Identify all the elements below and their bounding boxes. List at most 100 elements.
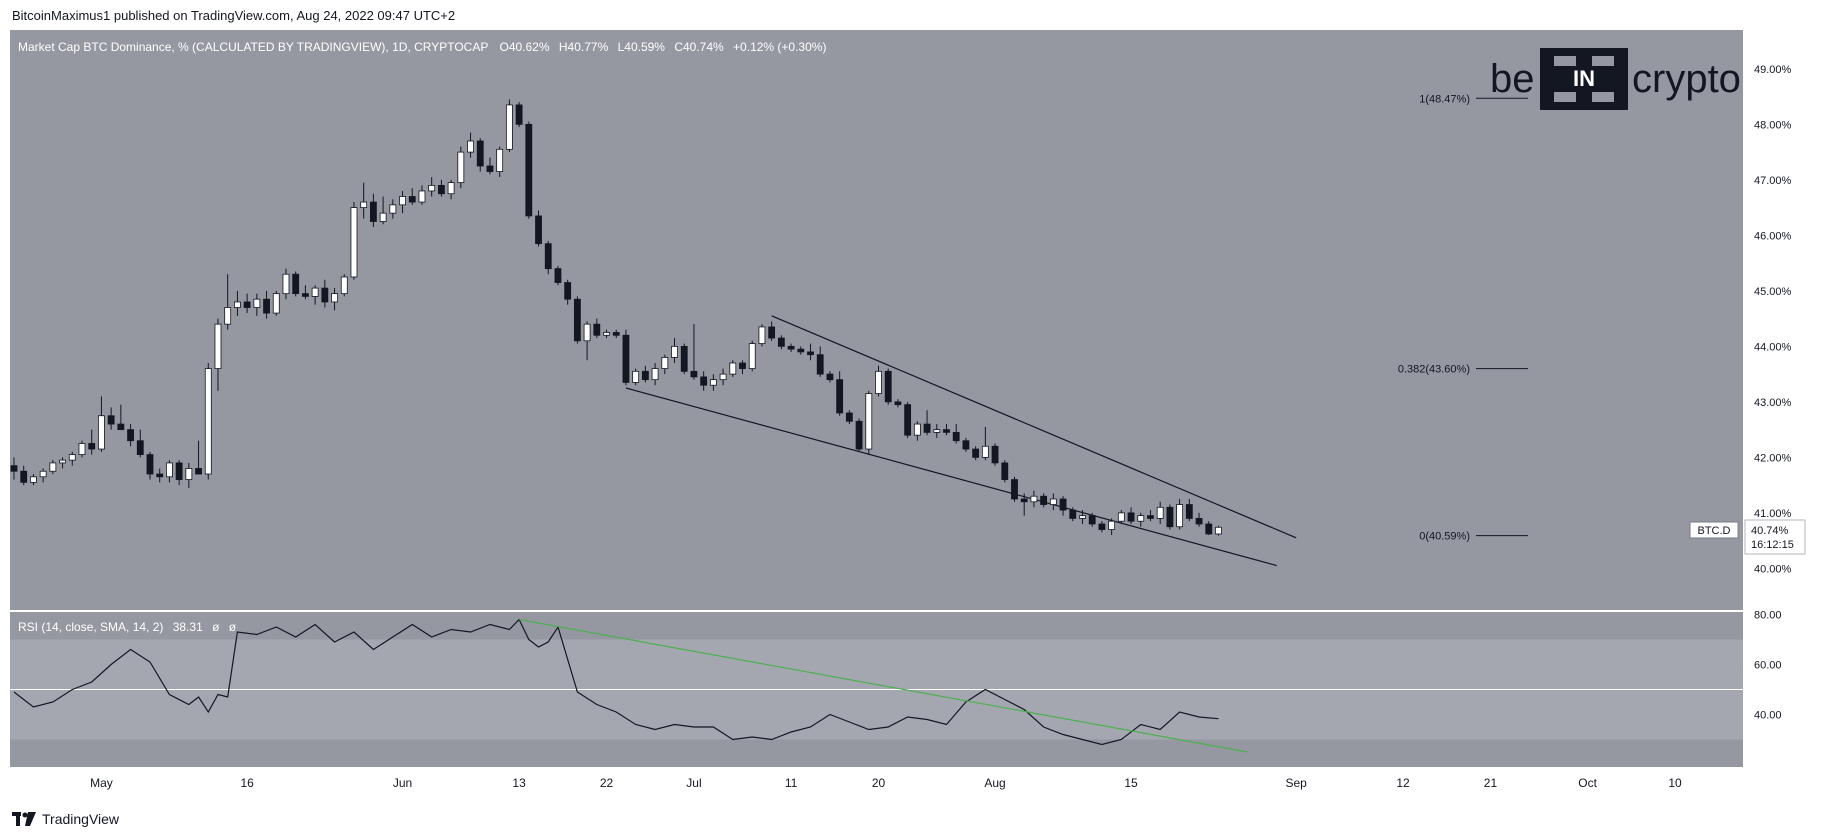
- price-axis-tick-label: 49.00%: [1754, 64, 1792, 76]
- price-tag-countdown: 16:12:15: [1751, 539, 1794, 551]
- candle: [136, 429, 144, 458]
- candles-group: [10, 99, 1222, 536]
- candle-body: [952, 431, 960, 442]
- candle: [651, 363, 659, 386]
- legend-h-label: H: [559, 40, 568, 54]
- price-axis-tick-label: 45.00%: [1754, 286, 1792, 298]
- time-axis-tick-label: Jul: [686, 776, 701, 790]
- candle: [748, 340, 756, 372]
- candle: [340, 274, 348, 297]
- time-axis[interactable]: [0, 767, 1824, 806]
- candle-body: [748, 343, 756, 369]
- candle: [418, 185, 426, 205]
- publisher-line: BitcoinMaximus1 published on TradingView…: [12, 8, 456, 23]
- candle-body: [1069, 509, 1077, 519]
- candle-body: [972, 448, 980, 458]
- candle-body: [204, 368, 212, 475]
- candle: [1108, 518, 1116, 536]
- candle-body: [1030, 495, 1038, 503]
- candle-body: [807, 351, 814, 356]
- candle-body: [797, 348, 805, 353]
- candle-body: [117, 423, 125, 431]
- legend-symbol: Market Cap BTC Dominance, % (CALCULATED …: [18, 40, 488, 54]
- candle-body: [913, 423, 921, 436]
- candle: [554, 265, 562, 286]
- candle-body: [379, 212, 387, 222]
- candle: [826, 371, 834, 383]
- fib-level-label: 1(48.47%): [1419, 93, 1470, 105]
- candle-body: [496, 148, 504, 172]
- candle-body: [1137, 515, 1145, 522]
- candle: [447, 179, 455, 200]
- candle-body: [1215, 526, 1222, 535]
- candle: [214, 318, 222, 391]
- candle-body: [146, 454, 154, 475]
- candle-body: [933, 429, 941, 433]
- legend-c-label: C: [674, 40, 683, 54]
- candle: [1001, 460, 1009, 483]
- candle-body: [166, 462, 173, 478]
- candle: [1117, 510, 1125, 524]
- rsi-legend-extra1: ø: [212, 620, 220, 634]
- price-axis-tick-label: 47.00%: [1754, 175, 1792, 187]
- rsi-axis-tick-label: 80.00: [1754, 610, 1782, 622]
- candle: [564, 279, 572, 305]
- candle-body: [175, 462, 183, 480]
- candle-body: [583, 323, 591, 342]
- candle-body: [1185, 504, 1193, 519]
- candle: [10, 457, 18, 480]
- candle-body: [593, 323, 601, 336]
- candle: [845, 410, 853, 425]
- candle: [593, 318, 601, 339]
- price-axis-tick-label: 40.00%: [1754, 563, 1792, 575]
- candle: [904, 401, 912, 438]
- candle: [661, 354, 669, 375]
- candle: [777, 335, 785, 350]
- time-axis-tick-label: 10: [1668, 776, 1682, 790]
- rsi-legend-extra2: ø: [229, 620, 237, 634]
- candle-body: [709, 379, 717, 386]
- candle-body: [282, 273, 290, 295]
- candle-body: [651, 368, 659, 381]
- candle-body: [98, 415, 105, 450]
- legend-l-label: L: [618, 40, 625, 54]
- candle-body: [340, 276, 348, 295]
- candle-body: [875, 370, 882, 394]
- price-tag-symbol: BTC.D: [1698, 525, 1731, 537]
- time-axis-tick-label: 22: [600, 776, 614, 790]
- candle-body: [632, 370, 640, 383]
- rsi-axis-tick-label: 40.00: [1754, 710, 1782, 722]
- time-axis-tick-label: Aug: [984, 776, 1005, 790]
- beincrypto-logo: be IN crypto: [1490, 48, 1741, 110]
- candle: [836, 371, 844, 416]
- candle-body: [1176, 504, 1184, 528]
- candle: [962, 437, 970, 452]
- tradingview-brand[interactable]: TradingView: [12, 811, 119, 827]
- candle: [583, 321, 591, 361]
- candle: [175, 460, 183, 486]
- price-axis[interactable]: [1743, 30, 1824, 767]
- candle-body: [729, 362, 737, 375]
- candle-body: [1117, 512, 1125, 522]
- candle: [1215, 525, 1222, 536]
- candle: [1020, 493, 1028, 516]
- candle-body: [573, 298, 581, 342]
- price-axis-tick-label: 46.00%: [1754, 230, 1792, 242]
- candle-body: [437, 185, 445, 195]
- last-price-tag[interactable]: BTC.D 40.74% 16:12:15: [1689, 519, 1806, 555]
- candle: [1176, 498, 1184, 530]
- candle: [603, 329, 610, 339]
- candle: [476, 138, 484, 172]
- main-price-pane[interactable]: [10, 30, 1743, 610]
- candle: [78, 440, 86, 458]
- candle-body: [515, 104, 523, 125]
- candle: [428, 177, 436, 197]
- candle: [233, 290, 241, 316]
- time-axis-tick-label: 16: [240, 776, 254, 790]
- candle-body: [185, 468, 193, 480]
- candle: [709, 374, 717, 391]
- candle: [1205, 521, 1213, 536]
- candle-body: [739, 362, 746, 369]
- candle: [195, 440, 202, 475]
